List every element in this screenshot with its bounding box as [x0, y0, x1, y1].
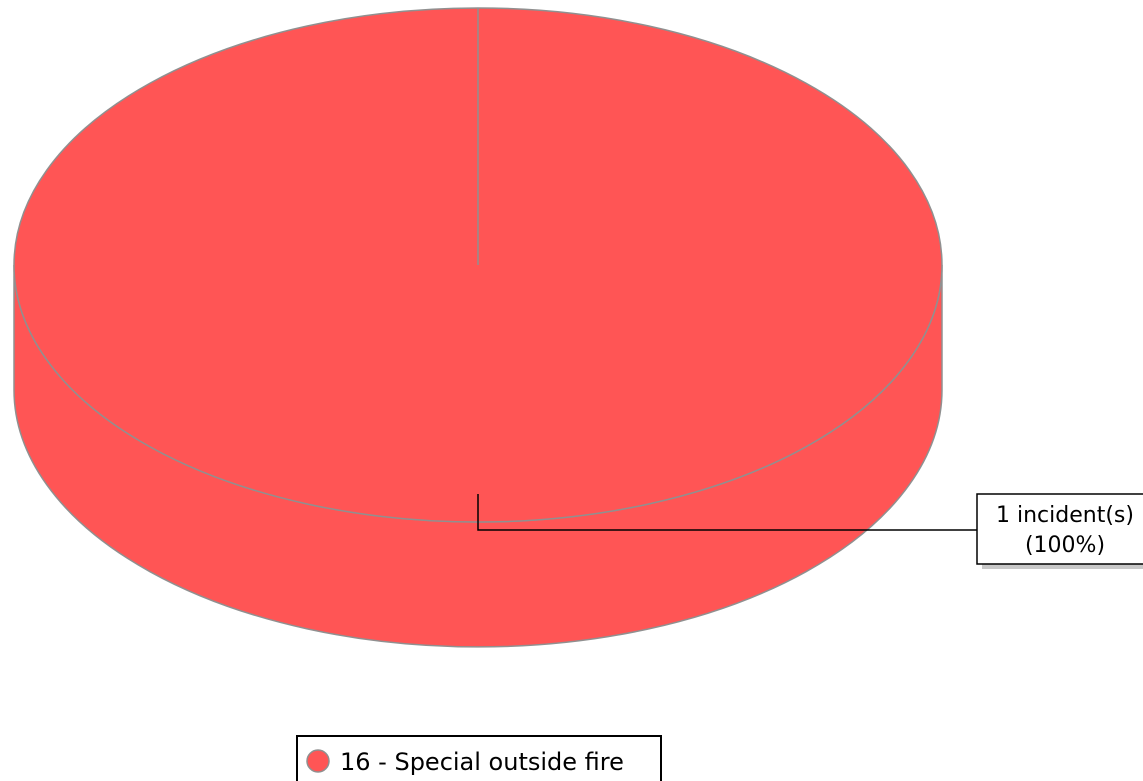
legend: 16 - Special outside fire: [296, 735, 662, 781]
legend-swatch: [306, 749, 330, 773]
legend-item-label: 16 - Special outside fire: [340, 748, 624, 776]
data-label-percent: (100%): [1025, 533, 1105, 558]
data-label-count: 1 incident(s): [996, 503, 1134, 528]
data-label-leader-line: [477, 494, 977, 531]
legend-box: [296, 735, 662, 781]
data-label-box: [976, 493, 1143, 565]
data-label: 1 incident(s) (100%): [976, 493, 1143, 569]
